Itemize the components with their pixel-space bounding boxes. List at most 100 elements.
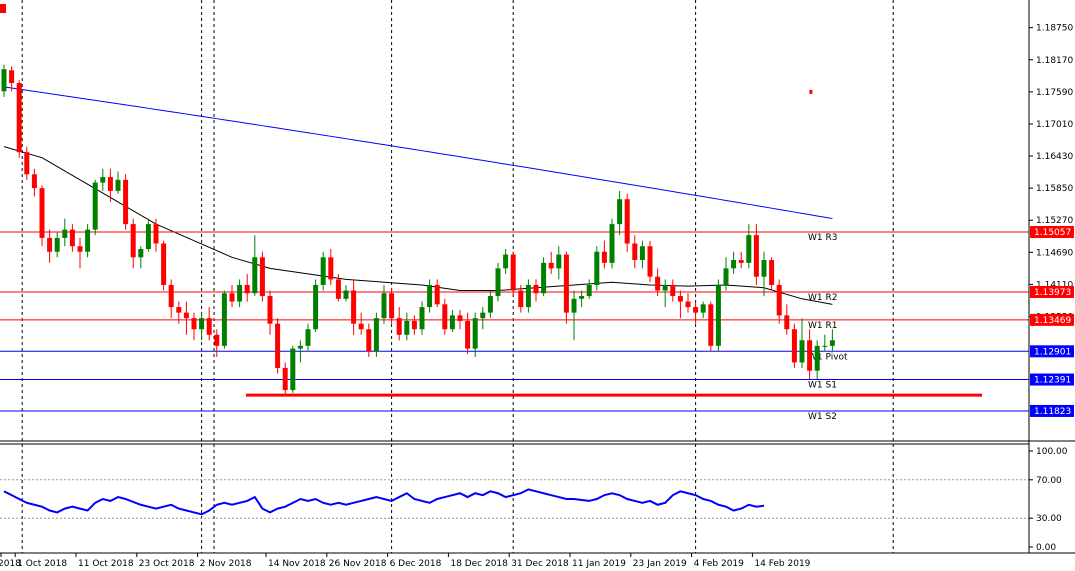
price-axis-panel <box>1029 0 1075 571</box>
time-tick-label: 31 Dec 2018 <box>511 559 569 569</box>
candle-body <box>449 315 455 330</box>
rsi-tick-label: 100.00 <box>1036 447 1068 457</box>
candle-body <box>221 293 227 346</box>
candle-body <box>54 237 60 252</box>
candle-body <box>161 243 167 285</box>
price-tag <box>1030 404 1074 417</box>
price-tick-label: 1.16430 <box>1036 152 1073 162</box>
candle-body <box>632 243 638 261</box>
time-tick-label: 14 Nov 2018 <box>268 559 326 569</box>
candle-body <box>47 237 53 252</box>
candle-body <box>39 188 45 238</box>
price-tag <box>1030 313 1074 326</box>
candle-body <box>465 320 471 349</box>
candle-body <box>244 284 250 294</box>
candle-body <box>617 199 623 225</box>
price-tick-label: 1.15270 <box>1036 216 1073 226</box>
candle-body <box>784 315 790 330</box>
candle-body <box>829 340 835 346</box>
candle-body <box>85 229 91 252</box>
price-tag-label: 1.13469 <box>1034 316 1071 326</box>
ma-slow-line <box>3 86 833 220</box>
candle-body <box>639 246 645 261</box>
candle-body <box>62 229 68 238</box>
price-tick-label: 1.18750 <box>1036 24 1073 34</box>
price-tag-label: 1.11823 <box>1034 407 1071 417</box>
candle-body <box>655 276 661 291</box>
candle-body <box>335 279 341 299</box>
candle-body <box>525 284 531 308</box>
candle-body <box>69 229 75 247</box>
price-tick-label: 1.18170 <box>1036 56 1073 66</box>
candle-body <box>411 320 417 330</box>
candle-body <box>206 318 212 335</box>
candle-body <box>738 260 744 263</box>
candle-body <box>396 318 402 335</box>
candle-body <box>693 307 699 313</box>
candle-body <box>731 260 737 269</box>
time-tick-label: 1 Oct 2018 <box>17 559 67 569</box>
price-tick-label: 1.15850 <box>1036 184 1073 194</box>
candle-body <box>472 318 478 349</box>
candle-body <box>662 284 668 291</box>
candles <box>1 64 835 396</box>
candle-body <box>297 345 303 349</box>
candle-body <box>518 290 524 308</box>
pivot-label: W1 S1 <box>808 381 837 391</box>
candle-body <box>404 320 410 335</box>
price-tick-label: 1.14690 <box>1036 248 1073 258</box>
price-tick-label: 1.17010 <box>1036 120 1073 130</box>
candle-body <box>305 329 311 346</box>
candle-body <box>389 293 395 319</box>
candle-body <box>153 224 159 244</box>
candle-body <box>753 235 759 277</box>
pivot-label: W1 R2 <box>808 293 837 303</box>
price-tag-label: 1.15057 <box>1034 228 1071 238</box>
candle-body <box>480 312 486 319</box>
candle-body <box>715 284 721 346</box>
candle-body <box>373 318 379 352</box>
candle-body <box>791 329 797 363</box>
time-tick-label: 18 Dec 2018 <box>450 559 508 569</box>
candle-body <box>123 179 129 225</box>
time-tick-label: 26 Nov 2018 <box>329 559 387 569</box>
candle-body <box>419 307 425 330</box>
candle-body <box>533 284 539 294</box>
candle-body <box>320 257 326 285</box>
candle-body <box>92 182 98 230</box>
price-tag <box>1030 285 1074 298</box>
candle-body <box>563 254 569 313</box>
candle-body <box>313 284 319 330</box>
time-tick-label: 11 Oct 2018 <box>78 559 134 569</box>
candle-body <box>130 224 136 258</box>
candle-body <box>16 82 22 153</box>
price-tag <box>1030 226 1074 239</box>
candle-body <box>579 296 585 299</box>
candle-body <box>199 318 205 330</box>
candle-body <box>214 334 220 346</box>
candle-body <box>434 284 440 305</box>
candle-body <box>548 262 554 269</box>
candle-body <box>571 298 577 313</box>
candle-body <box>237 284 243 302</box>
rsi-line <box>3 488 765 516</box>
candle-body <box>723 268 729 285</box>
candle-body <box>358 323 364 330</box>
candle-body <box>229 293 235 302</box>
pivot-label: W1 S2 <box>808 412 837 422</box>
candle-body <box>700 304 706 313</box>
candle-body <box>259 257 265 297</box>
candle-body <box>708 304 714 346</box>
price-tag <box>1030 373 1074 386</box>
candle-body <box>191 318 197 330</box>
price-tag-label: 1.12901 <box>1034 347 1071 357</box>
candle-body <box>168 284 174 308</box>
price-tag-label: 1.12391 <box>1034 376 1071 386</box>
candle-body <box>807 340 813 371</box>
time-tick-label: 14 Feb 2019 <box>754 559 810 569</box>
candle-body <box>107 177 113 191</box>
candle-body <box>328 257 334 280</box>
price-tag <box>1030 345 1074 358</box>
rsi-tick-label: 70.00 <box>1036 476 1062 486</box>
candle-body <box>31 174 37 189</box>
